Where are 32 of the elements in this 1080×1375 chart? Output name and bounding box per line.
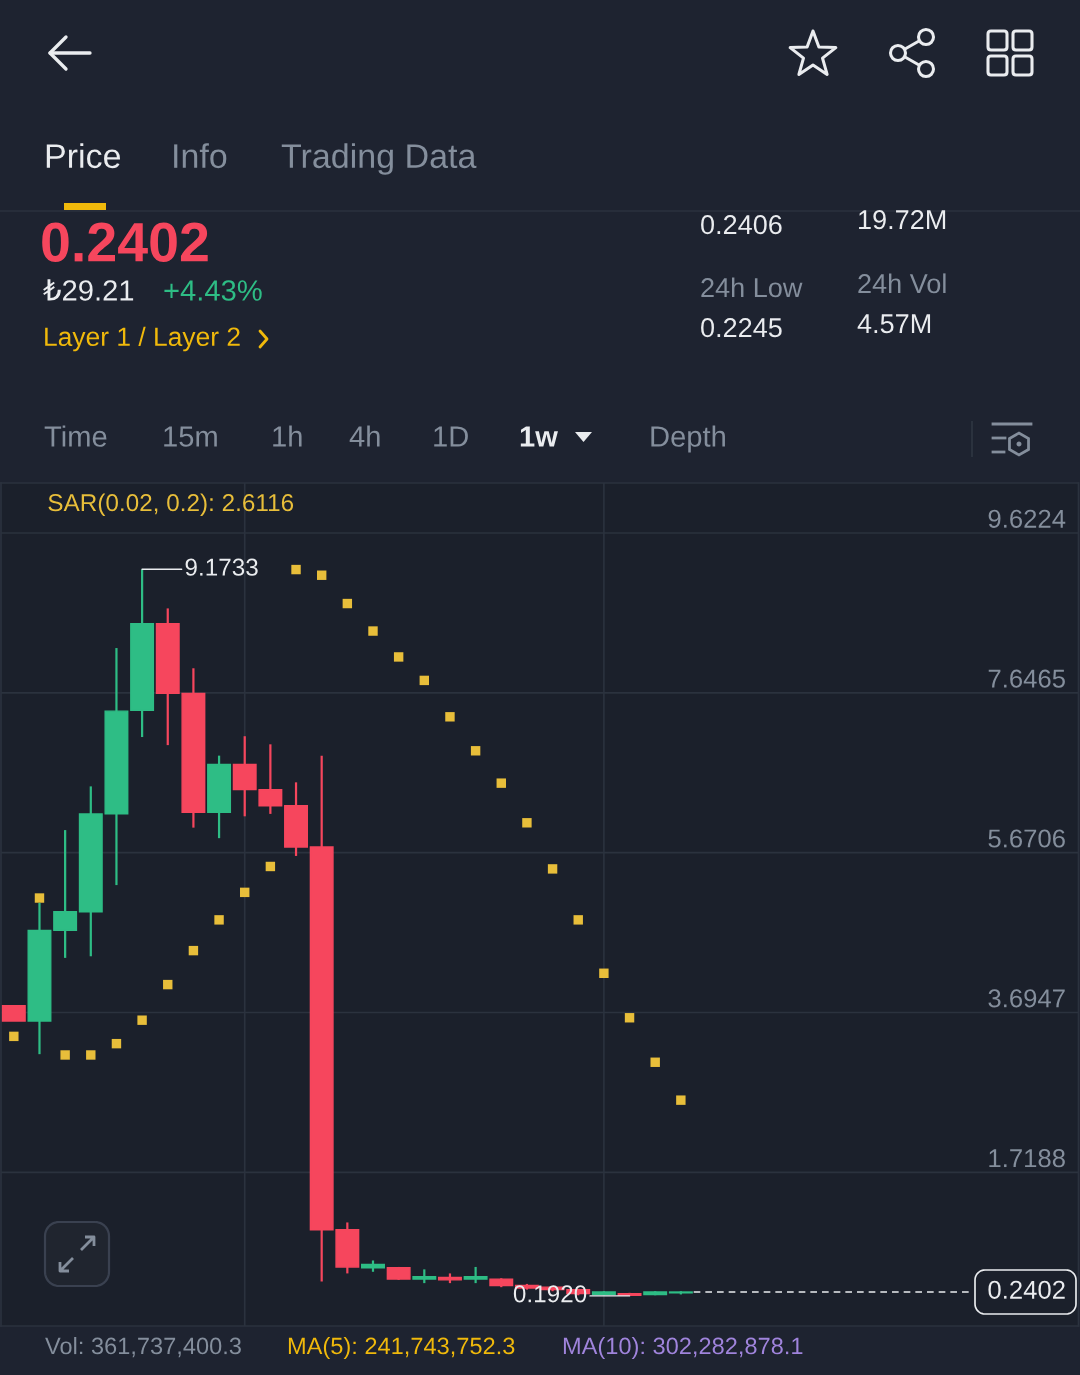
text: 24h Vol [858,273,946,294]
text: SAR(0.02, 0.2): 2.6116 [48,493,294,517]
ref-line-label: 0.2402 [988,1280,1065,1299]
text: 1D [434,426,468,447]
text: 1h [273,425,302,447]
y-tick-label: 9.6224 [988,509,1066,528]
y-tick-label: 1.7188 [989,1149,1065,1168]
text: 15m [164,426,217,447]
y-tick-label: 5.6706 [988,829,1065,848]
text: Trading Data [281,143,477,175]
text: 1w [520,426,558,447]
text: MA(5): 241,743,752.3 [288,1336,515,1359]
text: 24h Low [701,277,803,298]
text: 4.57M [857,314,931,334]
text: Vol: 361,737,400.3 [45,1336,241,1358]
text: 19.72M [859,210,946,230]
y-tick-label: 7.6465 [988,669,1065,688]
text: Price [46,143,121,169]
annotation: 0.1920 [513,1285,587,1303]
text: ₺29.21 [43,279,134,301]
text: 4h [349,425,380,447]
y-tick-label: 3.6947 [988,989,1065,1008]
annotation: 9.1733 [185,558,258,576]
text: MA(10): 302,282,878.1 [563,1336,803,1359]
text: Depth [651,425,725,453]
text: +4.43% [164,280,262,301]
text: Time [44,425,107,447]
text: 0.2406 [701,215,782,235]
text: 0.2402 [42,222,208,262]
text: Info [174,143,227,169]
text: 0.2245 [701,318,782,338]
text: Layer 1 / Layer 2 [45,326,240,352]
